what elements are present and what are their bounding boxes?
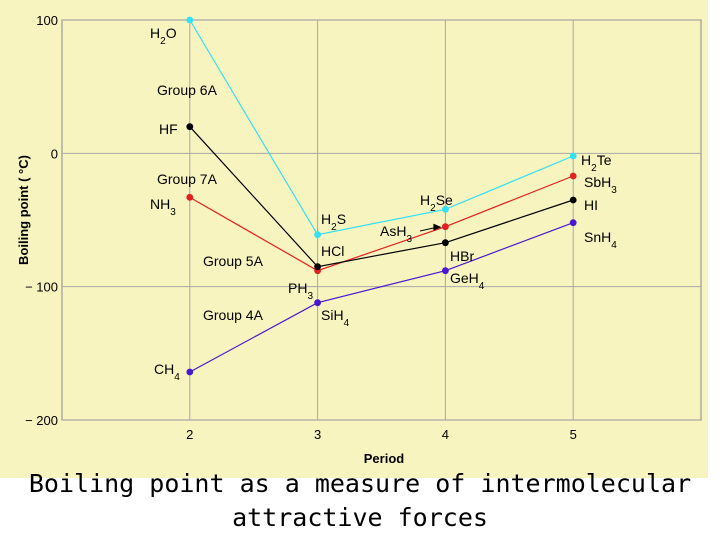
compound-label: H2S (321, 211, 346, 233)
compound-label: HI (584, 197, 598, 213)
data-point (569, 219, 577, 227)
x-tick-label: 4 (442, 427, 449, 442)
compound-label: HCl (321, 243, 344, 259)
group-label: Group 5A (203, 253, 264, 269)
data-point (186, 16, 194, 24)
compound-label: AsH3 (380, 223, 412, 245)
data-point (569, 196, 577, 204)
y-tick-label: − 100 (25, 280, 58, 295)
compound-label: H2Te (581, 152, 612, 174)
data-point (569, 152, 577, 160)
data-point (442, 239, 449, 247)
plot-area (61, 19, 702, 421)
data-point (314, 299, 321, 307)
y-tick-label: − 200 (25, 413, 58, 428)
series-line-group-5a (189, 175, 574, 272)
compound-label: NH3 (150, 196, 176, 218)
compound-label: SnH4 (584, 229, 617, 251)
caption-line-2: attractive forces (232, 503, 488, 532)
compound-label: SiH4 (321, 307, 350, 329)
data-point (314, 231, 321, 239)
y-axis-label: Boiling point ( °C) (16, 155, 31, 265)
data-point (442, 223, 449, 231)
y-tick-label: 0 (51, 146, 58, 161)
compound-label: HF (159, 121, 178, 137)
data-point (442, 205, 449, 213)
compound-label: H2O (150, 25, 177, 47)
series-line-group-6a (189, 19, 574, 236)
data-point (186, 123, 194, 131)
group-label: Group 4A (203, 307, 264, 323)
data-point (442, 267, 449, 275)
compound-label: GeH4 (450, 270, 485, 292)
data-point (569, 172, 577, 180)
group-label: Group 7A (157, 171, 218, 187)
ash3-arrow-head (433, 223, 442, 231)
y-tick-label: 100 (36, 13, 58, 28)
compound-label: PH3 (288, 280, 313, 302)
series-line-group-4a (189, 222, 574, 373)
data-point (186, 368, 194, 376)
compound-label: SbH3 (584, 174, 617, 196)
compound-label: CH4 (154, 361, 180, 383)
group-label: Group 6A (157, 82, 218, 98)
data-point (314, 263, 321, 271)
x-tick-label: 5 (570, 427, 577, 442)
compound-label: H2Se (420, 192, 453, 214)
x-tick-label: 2 (186, 427, 193, 442)
series-line-group-7a (189, 126, 574, 268)
compound-label: HBr (450, 248, 474, 264)
caption-line-1: Boiling point as a measure of intermolec… (28, 469, 692, 498)
data-point (186, 193, 194, 201)
x-tick-label: 3 (314, 427, 321, 442)
x-axis-label: Period (364, 451, 405, 466)
